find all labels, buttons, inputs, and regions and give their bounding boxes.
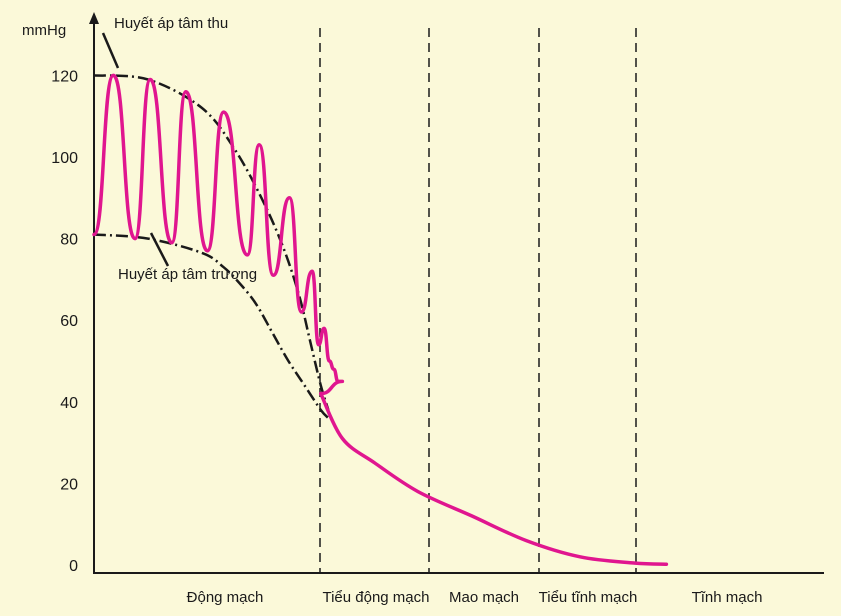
pressure-series <box>92 73 669 566</box>
region-label: Tĩnh mạch <box>692 589 763 606</box>
pulsatile-pressure-line <box>92 73 345 396</box>
diastolic-label: Huyết áp tâm trương <box>118 266 257 283</box>
annotations: Huyết áp tâm thu Huyết áp tâm trương <box>101 15 257 283</box>
region-labels: Động mạch Tiểu động mạch Mao mạch Tiểu tĩnh… <box>187 589 763 606</box>
pressure-envelopes <box>93 74 330 420</box>
y-tick-label: 20 <box>60 476 78 493</box>
y-ticks: 0 20 40 60 80 100 120 <box>51 68 78 575</box>
region-label: Tiểu động mạch <box>322 589 429 606</box>
y-tick-label: 40 <box>60 395 78 412</box>
axes: mmHg <box>22 12 824 574</box>
diastolic-envelope <box>93 233 330 420</box>
y-tick-label: 120 <box>51 68 78 85</box>
systolic-pointer <box>101 32 120 69</box>
systolic-envelope <box>93 74 330 411</box>
y-tick-label: 0 <box>69 558 78 575</box>
y-tick-label: 80 <box>60 232 78 249</box>
region-label: Mao mạch <box>449 589 519 606</box>
mean-pressure-line <box>319 391 669 566</box>
systolic-label: Huyết áp tâm thu <box>114 15 228 32</box>
region-label: Tiểu tĩnh mạch <box>539 589 638 606</box>
region-label: Động mạch <box>187 589 264 606</box>
y-axis-arrow <box>89 12 99 24</box>
y-tick-label: 100 <box>51 150 78 167</box>
region-dividers <box>319 28 637 572</box>
y-axis-unit: mmHg <box>22 22 66 39</box>
y-tick-label: 60 <box>60 313 78 330</box>
diastolic-pointer <box>149 232 170 267</box>
